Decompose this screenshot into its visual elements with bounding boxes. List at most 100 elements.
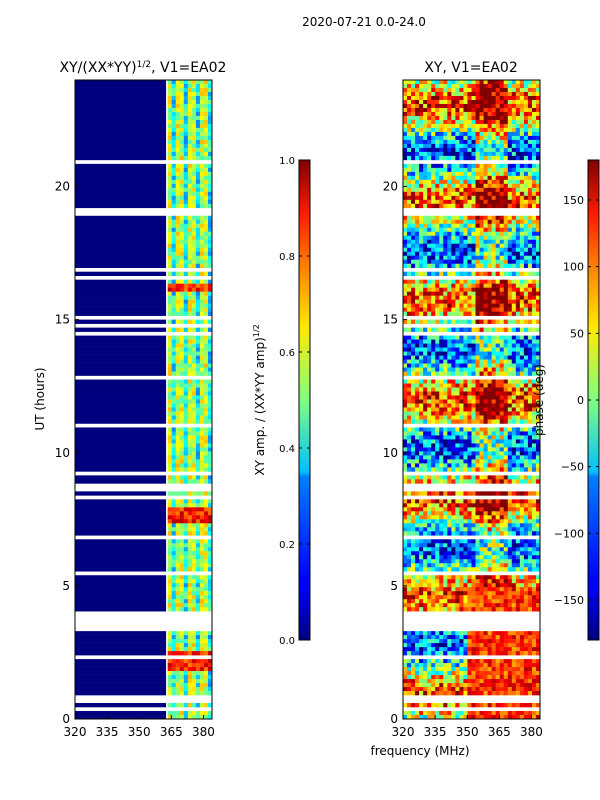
phase-heatmap-cell	[447, 355, 452, 360]
phase-heatmap-cell	[415, 411, 420, 416]
amplitude-heatmap-cell	[175, 395, 181, 400]
phase-heatmap-cell	[487, 99, 492, 105]
phase-heatmap-cell	[507, 231, 513, 237]
amplitude-heatmap-cell	[167, 439, 173, 444]
phase-heatmap-cell	[475, 243, 480, 249]
amplitude-heatmap-cell	[171, 163, 177, 169]
phase-heatmap-cell	[427, 431, 432, 436]
phase-heatmap-cell	[531, 227, 537, 233]
phase-heatmap-cell	[459, 327, 464, 332]
phase-heatmap-cell	[531, 191, 537, 197]
phase-heatmap-cell	[531, 319, 537, 324]
amplitude-heatmap-cell	[183, 439, 189, 444]
amplitude-heatmap-cell	[191, 507, 197, 512]
phase-heatmap-cell	[519, 455, 525, 460]
phase-heatmap-cell	[431, 167, 436, 173]
phase-heatmap-cell	[467, 291, 472, 296]
amplitude-heatmap-cell	[183, 227, 189, 233]
phase-heatmap-cell	[511, 119, 517, 125]
amplitude-heatmap-cell	[195, 447, 201, 452]
amplitude-heatmap-cell	[171, 463, 177, 468]
amplitude-heatmap-cell	[203, 563, 209, 568]
amplitude-heatmap-cell	[171, 231, 177, 237]
phase-panel-title: XY, V1=EA02	[424, 60, 518, 76]
phase-heatmap-cell	[419, 367, 424, 372]
amplitude-heatmap-cell	[167, 403, 173, 408]
amplitude-heatmap-cell	[203, 475, 209, 480]
phase-heatmap-cell	[495, 387, 501, 392]
phase-heatmap-cell	[423, 271, 428, 276]
phase-heatmap-cell	[479, 295, 484, 300]
amplitude-heatmap-cell	[195, 643, 201, 648]
phase-heatmap-cell	[403, 175, 408, 181]
amplitude-heatmap-cell	[199, 239, 205, 245]
phase-heatmap-cell	[511, 115, 517, 121]
phase-heatmap-cell	[503, 255, 509, 261]
phase-heatmap-cell	[495, 479, 501, 484]
amplitude-heatmap-cell	[207, 219, 212, 225]
phase-heatmap-cell	[443, 351, 448, 356]
phase-heatmap-cell	[419, 80, 424, 85]
phase-heatmap-cell	[407, 415, 412, 420]
phase-heatmap-cell	[531, 179, 537, 185]
amplitude-heatmap-cell	[179, 243, 185, 249]
phase-heatmap-cell	[451, 231, 456, 237]
phase-heatmap-cell	[419, 443, 424, 448]
phase-heatmap-cell	[439, 367, 444, 372]
phase-heatmap-cell	[443, 123, 448, 129]
phase-heatmap-cell	[431, 131, 436, 137]
phase-heatmap-cell	[515, 155, 521, 161]
phase-heatmap-cell	[411, 463, 416, 468]
amplitude-heatmap-cell	[207, 459, 212, 464]
phase-heatmap-cell	[459, 479, 464, 484]
amplitude-heatmap-cell	[199, 395, 205, 400]
amplitude-heatmap-cell	[195, 395, 201, 400]
phase-heatmap-cell	[451, 87, 456, 93]
phase-heatmap-cell	[523, 511, 529, 516]
phase-heatmap-cell	[507, 439, 513, 444]
phase-heatmap-cell	[455, 243, 460, 249]
phase-heatmap-cell	[459, 91, 464, 97]
phase-heatmap-cell	[443, 271, 448, 276]
phase-heatmap-cell	[507, 167, 513, 173]
phase-heatmap-cell	[527, 80, 533, 85]
amplitude-heatmap-cell	[75, 239, 167, 245]
phase-heatmap-cell	[531, 263, 537, 269]
phase-heatmap-cell	[463, 135, 468, 141]
amplitude-heatmap-cell	[195, 327, 201, 332]
amplitude-heatmap-cell	[175, 287, 181, 292]
phase-heatmap-cell	[423, 151, 428, 157]
amplitude-heatmap-cell	[171, 203, 177, 209]
phase-heatmap-cell	[507, 87, 513, 93]
phase-heatmap-cell	[483, 187, 488, 193]
amplitude-heatmap-cell	[207, 455, 212, 460]
phase-heatmap-cell	[471, 139, 476, 145]
amplitude-heatmap-cell	[167, 667, 173, 672]
phase-heatmap-cell	[499, 91, 505, 97]
amplitude-heatmap-cell	[179, 551, 185, 556]
phase-heatmap-cell	[451, 391, 456, 396]
phase-heatmap-cell	[415, 251, 420, 257]
phase-heatmap-cell	[443, 119, 448, 125]
phase-heatmap-cell	[423, 223, 428, 229]
amplitude-heatmap-cell	[183, 223, 189, 229]
amplitude-heatmap-cell	[167, 555, 173, 560]
phase-heatmap-cell	[435, 251, 440, 257]
phase-heatmap-cell	[419, 279, 424, 284]
phase-heatmap-cell	[451, 475, 456, 480]
amplitude-heatmap-cell	[179, 475, 185, 480]
amplitude-heatmap-cell	[191, 687, 197, 692]
phase-heatmap-cell	[511, 443, 517, 448]
phase-heatmap-cell	[495, 431, 501, 436]
amplitude-heatmap-cell	[191, 163, 197, 169]
phase-heatmap-cell	[479, 419, 484, 424]
phase-heatmap-cell	[407, 419, 412, 424]
phase-heatmap-cell	[411, 343, 416, 348]
phase-heatmap-cell	[471, 443, 476, 448]
phase-heatmap-cell	[503, 215, 509, 221]
phase-heatmap-cell	[411, 283, 416, 288]
phase-heatmap-cell	[435, 131, 440, 137]
phase-heatmap-cell	[463, 119, 468, 125]
phase-heatmap-cell	[431, 151, 436, 157]
phase-heatmap-cell	[511, 347, 517, 352]
